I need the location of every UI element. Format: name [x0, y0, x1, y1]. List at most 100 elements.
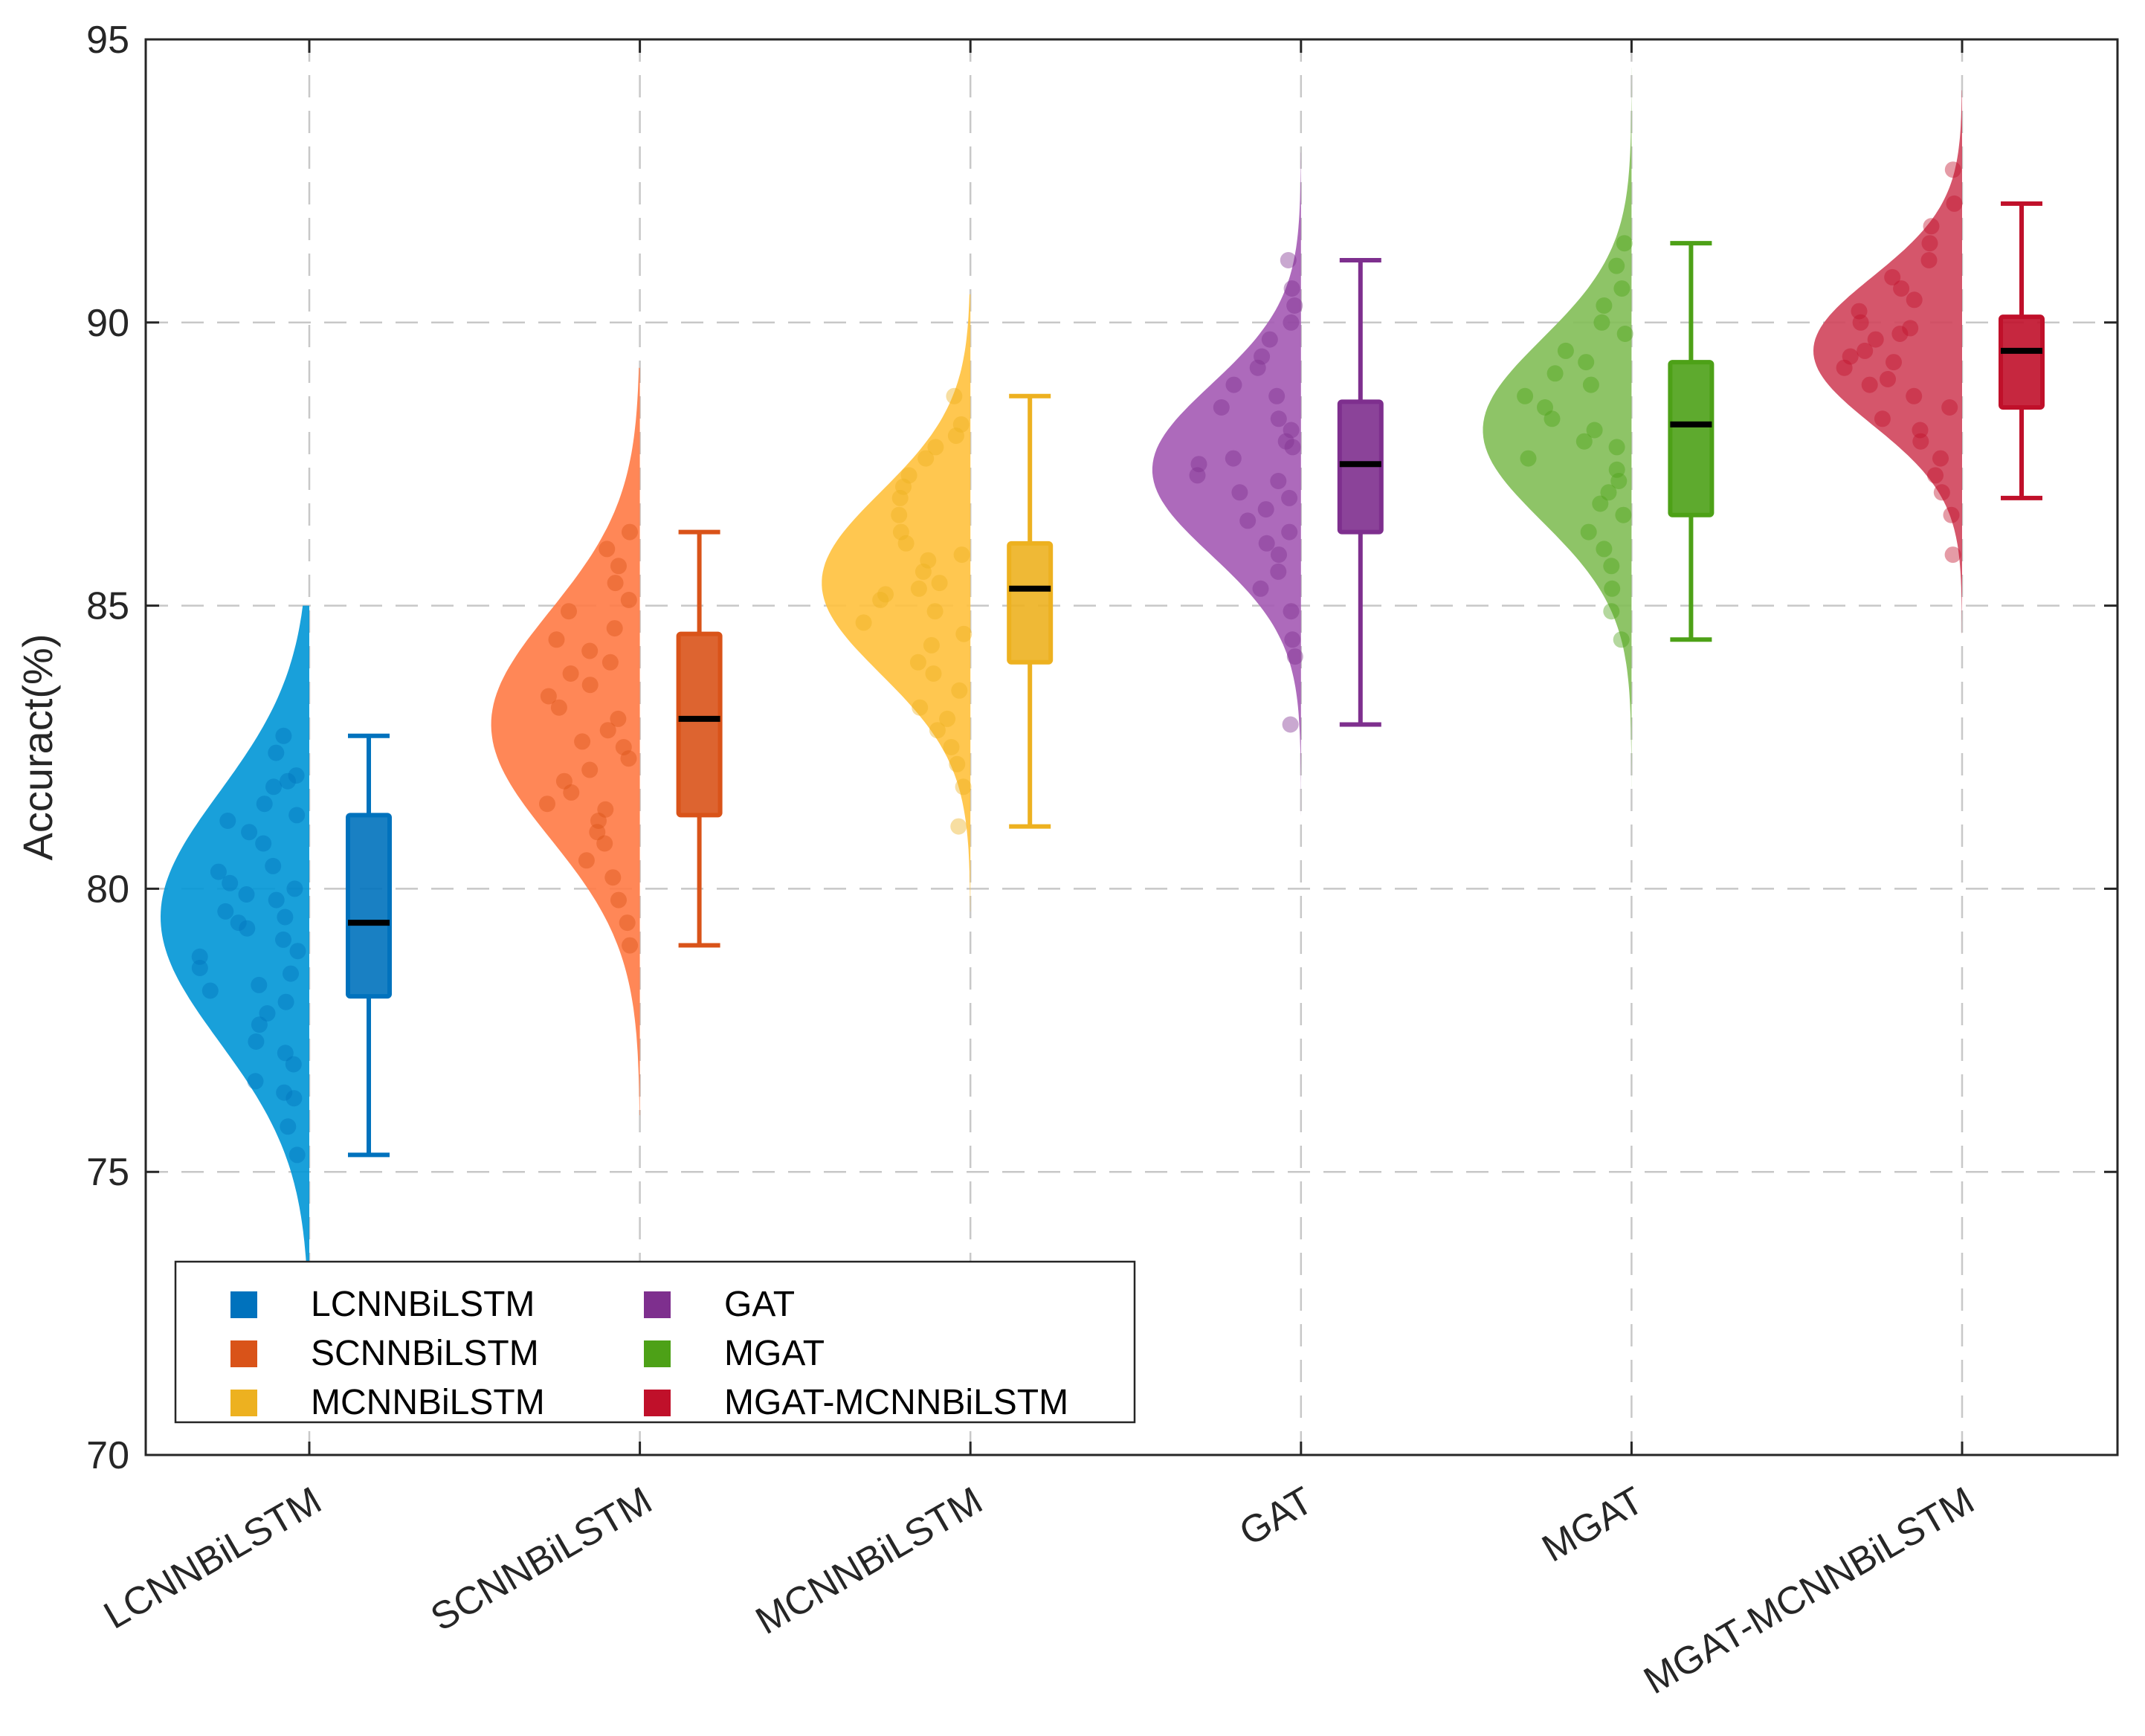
data-point: [239, 920, 256, 937]
data-point: [581, 677, 599, 694]
data-point: [1836, 359, 1853, 376]
data-point: [1912, 433, 1929, 450]
data-point: [286, 1090, 303, 1107]
data-point: [931, 575, 948, 592]
data-point: [581, 761, 599, 778]
data-point: [610, 710, 627, 727]
data-point: [248, 1033, 265, 1050]
data-point: [1286, 297, 1303, 314]
data-point: [256, 796, 273, 813]
data-point: [1932, 450, 1949, 467]
data-point: [909, 654, 926, 671]
data-point: [1283, 422, 1300, 439]
y-tick-label: 75: [86, 1151, 129, 1194]
data-point: [562, 665, 579, 682]
data-point: [288, 807, 306, 824]
data-point: [210, 863, 227, 880]
data-point: [1613, 280, 1630, 297]
data-point: [1213, 399, 1230, 416]
data-point: [550, 699, 567, 716]
data-point: [596, 835, 613, 852]
data-point: [947, 427, 964, 445]
data-point: [620, 592, 637, 608]
data-point: [1933, 484, 1950, 501]
data-point: [1225, 450, 1242, 467]
data-point: [1283, 280, 1300, 297]
data-point: [1231, 484, 1248, 501]
data-point: [1852, 314, 1869, 331]
data-point: [1893, 280, 1910, 297]
data-point: [540, 688, 557, 705]
data-point: [622, 523, 638, 541]
data-point: [276, 1084, 293, 1101]
y-tick-label: 85: [86, 585, 129, 628]
data-point: [1190, 456, 1207, 473]
data-point: [1575, 433, 1593, 450]
data-point: [939, 710, 956, 727]
data-point: [920, 552, 937, 569]
legend-swatch: [644, 1340, 671, 1367]
data-point: [606, 620, 623, 637]
data-point: [574, 733, 591, 750]
data-point: [219, 813, 236, 829]
legend-label: LCNNBiLSTM: [311, 1285, 535, 1324]
data-point: [1906, 387, 1923, 404]
data-point: [1268, 387, 1286, 404]
data-point: [1603, 603, 1620, 620]
data-point: [590, 813, 607, 829]
data-point: [247, 1073, 264, 1090]
data-point: [1189, 467, 1206, 484]
data-point: [1608, 439, 1625, 456]
y-tick-label: 90: [86, 302, 129, 345]
data-point: [555, 772, 572, 790]
data-point: [622, 937, 639, 954]
data-point: [1603, 558, 1620, 575]
box-iqr: [346, 813, 392, 999]
data-point: [265, 857, 282, 874]
data-point: [286, 880, 303, 897]
data-point: [275, 931, 291, 948]
data-point: [1252, 580, 1269, 597]
data-point: [1902, 320, 1919, 337]
data-point: [1284, 631, 1301, 648]
data-point: [955, 625, 972, 642]
data-point: [280, 772, 296, 790]
data-point: [599, 541, 616, 558]
scatter-points: [191, 161, 1963, 1164]
data-point: [1281, 489, 1298, 506]
data-point: [1586, 422, 1603, 439]
data-point: [955, 778, 972, 796]
data-point: [277, 993, 294, 1010]
data-point: [1270, 473, 1287, 489]
data-point: [561, 603, 577, 620]
data-point: [241, 824, 258, 841]
data-point: [892, 523, 909, 541]
data-point: [1596, 541, 1613, 558]
data-point: [895, 478, 912, 495]
data-point: [923, 636, 940, 654]
data-point: [1943, 506, 1960, 523]
data-point: [601, 654, 619, 671]
data-point: [1283, 603, 1300, 620]
box-iqr: [1007, 541, 1054, 665]
data-point: [539, 796, 555, 813]
data-point: [1946, 195, 1963, 212]
data-point: [1857, 342, 1874, 359]
data-point: [1842, 348, 1859, 365]
data-point: [563, 784, 580, 801]
data-point: [201, 982, 219, 999]
data-point: [1280, 252, 1297, 268]
y-tick-label: 80: [86, 868, 129, 911]
data-point: [1944, 546, 1961, 564]
data-point: [1920, 252, 1938, 268]
data-point: [548, 631, 565, 648]
density-cloud: [491, 367, 640, 1116]
data-point: [1944, 161, 1961, 178]
data-point: [255, 835, 272, 852]
data-point: [1608, 257, 1625, 274]
data-point: [951, 682, 968, 699]
data-point: [1921, 235, 1938, 252]
data-point: [1270, 563, 1287, 580]
data-point: [604, 869, 622, 886]
density-cloud: [1152, 152, 1301, 822]
